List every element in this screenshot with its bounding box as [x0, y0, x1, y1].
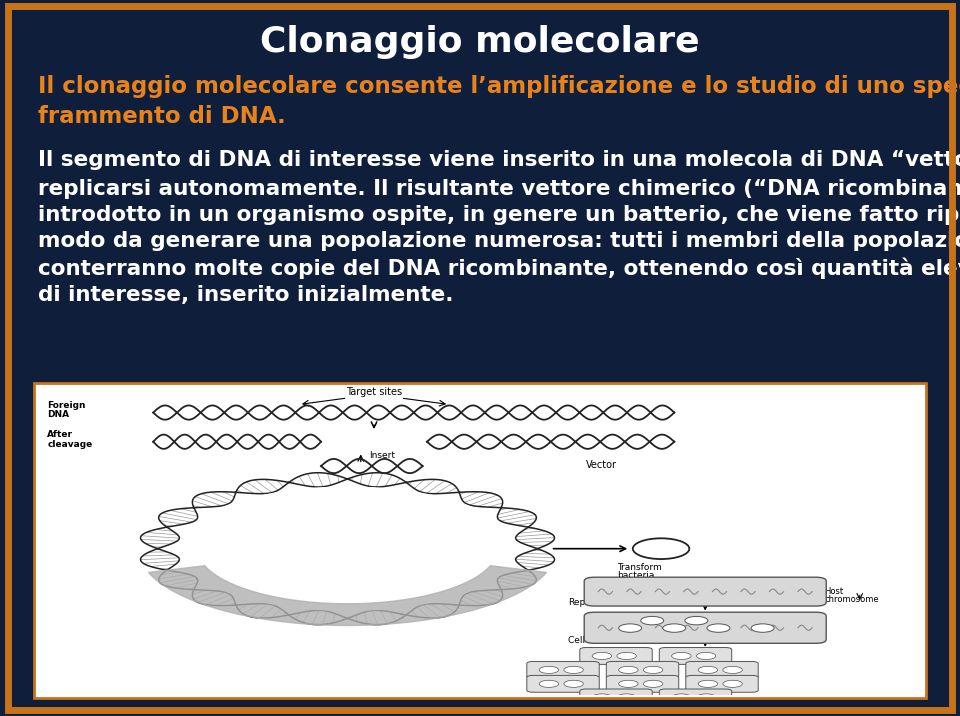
FancyBboxPatch shape — [685, 675, 758, 692]
Circle shape — [662, 624, 685, 632]
Text: Host: Host — [825, 587, 844, 596]
Bar — [34, 383, 926, 698]
Circle shape — [633, 538, 689, 559]
Circle shape — [723, 680, 742, 687]
Circle shape — [617, 652, 636, 659]
FancyBboxPatch shape — [580, 647, 652, 664]
FancyBboxPatch shape — [585, 577, 827, 606]
FancyBboxPatch shape — [580, 689, 652, 706]
Text: Target sites: Target sites — [346, 387, 402, 397]
Circle shape — [672, 694, 691, 701]
Circle shape — [618, 680, 638, 687]
FancyBboxPatch shape — [527, 662, 599, 678]
Text: Il segmento di DNA di interesse viene inserito in una molecola di DNA “vettore” : Il segmento di DNA di interesse viene in… — [38, 150, 960, 305]
Circle shape — [135, 471, 560, 626]
Text: After: After — [47, 430, 73, 439]
Circle shape — [696, 694, 716, 701]
Text: chromosome: chromosome — [825, 595, 879, 604]
Circle shape — [640, 616, 663, 625]
FancyBboxPatch shape — [585, 612, 827, 643]
Text: DNA: DNA — [47, 410, 69, 420]
Polygon shape — [149, 566, 546, 626]
Text: Il clonaggio molecolare consente l’amplificazione e lo studio di uno specifico
f: Il clonaggio molecolare consente l’ampli… — [38, 75, 960, 128]
Circle shape — [540, 680, 559, 687]
Text: Transform: Transform — [617, 563, 661, 572]
Circle shape — [618, 624, 641, 632]
Text: Cell division: Cell division — [568, 636, 623, 644]
FancyBboxPatch shape — [607, 675, 679, 692]
Circle shape — [618, 667, 638, 674]
Circle shape — [684, 616, 708, 625]
Text: cleavage: cleavage — [47, 440, 92, 449]
Text: Replication: Replication — [568, 599, 619, 607]
Circle shape — [696, 652, 716, 659]
Text: Clonaggio molecolare: Clonaggio molecolare — [260, 25, 700, 59]
Circle shape — [707, 624, 730, 632]
FancyBboxPatch shape — [527, 675, 599, 692]
FancyBboxPatch shape — [607, 662, 679, 678]
FancyBboxPatch shape — [660, 689, 732, 706]
Circle shape — [751, 624, 774, 632]
Circle shape — [564, 680, 584, 687]
Text: Vector: Vector — [586, 460, 617, 470]
Circle shape — [617, 694, 636, 701]
Circle shape — [592, 694, 612, 701]
Circle shape — [698, 667, 717, 674]
Circle shape — [180, 487, 516, 610]
Circle shape — [672, 652, 691, 659]
FancyBboxPatch shape — [660, 647, 732, 664]
Text: bacteria: bacteria — [617, 571, 655, 581]
Circle shape — [643, 667, 662, 674]
Circle shape — [698, 680, 717, 687]
Circle shape — [592, 652, 612, 659]
Circle shape — [564, 667, 584, 674]
Circle shape — [540, 667, 559, 674]
Circle shape — [643, 680, 662, 687]
Circle shape — [723, 667, 742, 674]
Text: Foreign: Foreign — [47, 401, 85, 410]
FancyBboxPatch shape — [685, 662, 758, 678]
Text: Insert: Insert — [370, 451, 396, 460]
